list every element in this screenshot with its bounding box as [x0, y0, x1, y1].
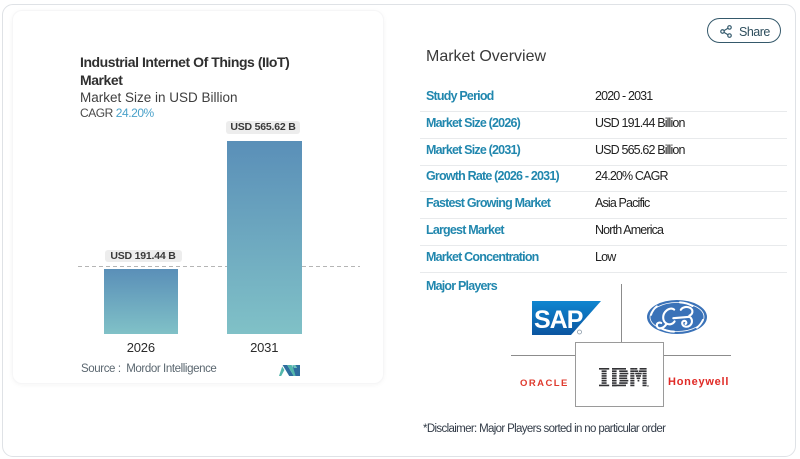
- svg-text:SAP: SAP: [534, 306, 583, 334]
